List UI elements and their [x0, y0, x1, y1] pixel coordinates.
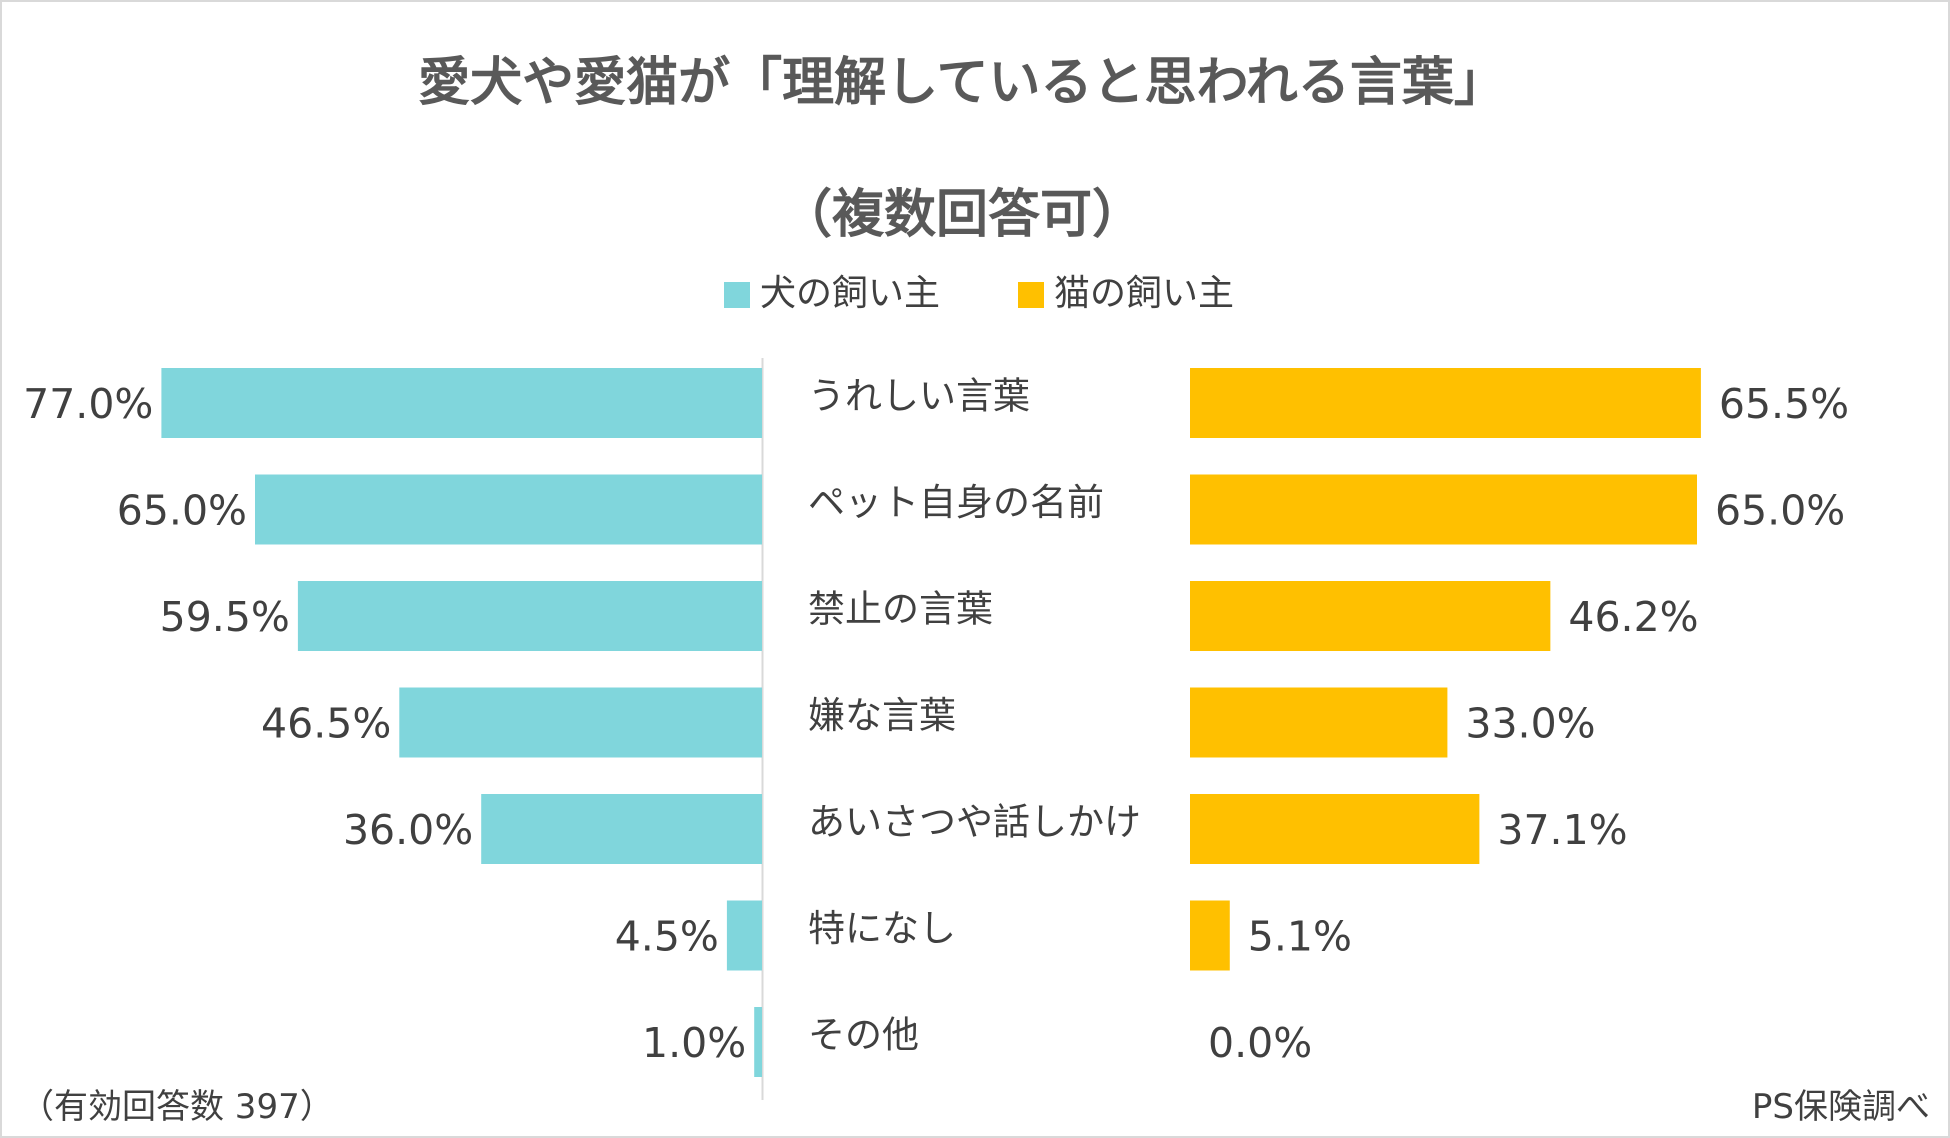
value-label-dog-0: 77.0%: [23, 380, 153, 428]
value-label-cat-2: 46.2%: [1568, 593, 1698, 641]
bar-cat-5: [1190, 900, 1230, 971]
value-label-dog-1: 65.0%: [117, 486, 247, 534]
labels-layer: 77.0% 65.5% うれしい言葉 65.0% 65.0% ペット自身の名前 59.5% 4…: [23, 374, 1849, 1066]
bar-cat-0: [1190, 368, 1701, 438]
bar-dog-1: [255, 474, 762, 545]
value-label-cat-1: 65.0%: [1715, 486, 1845, 534]
source-note: PS保険調べ: [1752, 1087, 1930, 1127]
bar-cat-3: [1190, 687, 1448, 758]
bar-dog-0: [161, 368, 762, 438]
category-label-1: ペット自身の名前: [808, 481, 1104, 524]
bar-cat-2: [1190, 581, 1551, 651]
category-label-3: 嫌な言葉: [808, 694, 956, 737]
legend-swatch-cat: [1018, 282, 1044, 308]
value-label-cat-0: 65.5%: [1719, 380, 1849, 428]
bar-dog-4: [481, 794, 762, 864]
value-label-cat-6: 0.0%: [1208, 1019, 1312, 1067]
value-label-cat-4: 37.1%: [1497, 806, 1627, 854]
legend-swatch-dog: [724, 282, 750, 308]
category-label-4: あいさつや話しかけ: [808, 800, 1141, 843]
value-label-dog-2: 59.5%: [160, 593, 290, 641]
bar-dog-3: [399, 687, 762, 758]
value-label-cat-3: 33.0%: [1465, 699, 1595, 747]
legend: 犬の飼い主 猫の飼い主: [724, 273, 1234, 314]
bar-cat-1: [1190, 474, 1697, 545]
bar-cat-4: [1190, 794, 1480, 864]
value-label-dog-4: 36.0%: [343, 806, 473, 854]
bars-layer: [161, 368, 1701, 1077]
bar-dog-6: [754, 1007, 762, 1077]
legend-label-cat: 猫の飼い主: [1054, 273, 1234, 314]
category-label-2: 禁止の言葉: [808, 587, 993, 630]
value-label-cat-5: 5.1%: [1248, 912, 1352, 960]
bar-dog-5: [726, 900, 762, 971]
category-label-5: 特になし: [808, 907, 956, 950]
chart-title: 愛犬や愛猫が「理解していると思われる言葉」: [418, 53, 1506, 113]
value-label-dog-5: 4.5%: [615, 912, 719, 960]
respondent-count-note: （有効回答数 397）: [20, 1087, 334, 1127]
value-label-dog-6: 1.0%: [642, 1019, 746, 1067]
category-label-6: その他: [808, 1013, 919, 1056]
chart-subtitle: （複数回答可）: [780, 185, 1144, 245]
bar-dog-2: [297, 581, 762, 651]
value-label-dog-3: 46.5%: [261, 699, 391, 747]
legend-label-dog: 犬の飼い主: [760, 273, 940, 314]
category-label-0: うれしい言葉: [808, 374, 1030, 417]
